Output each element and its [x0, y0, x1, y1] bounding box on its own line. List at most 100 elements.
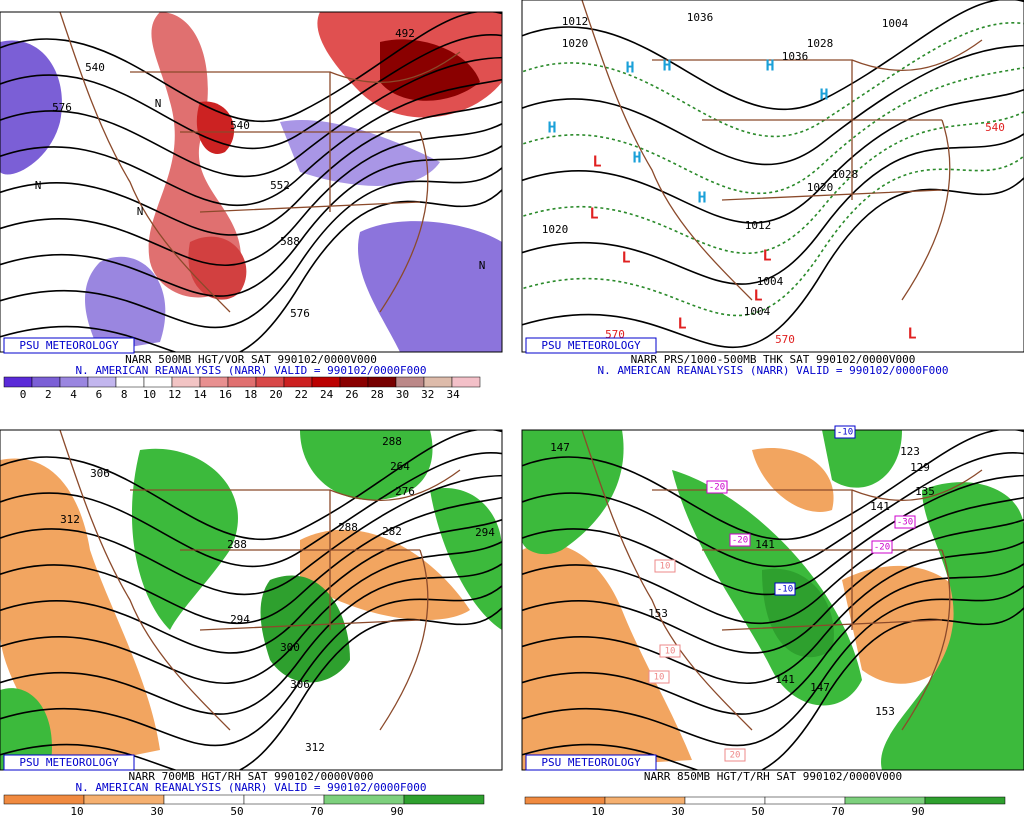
contour-label: 1020: [807, 181, 834, 194]
colorbar-swatch: [423, 376, 453, 388]
contour: [0, 474, 502, 596]
caption-subtitle: N. AMERICAN REANALYSIS (NARR) VALID = 99…: [76, 364, 427, 377]
contour-label: 306: [290, 678, 310, 691]
contour-label: H: [632, 149, 641, 167]
caption-title: NARR 700MB HGT/RH SAT 990102/0000V000: [128, 770, 373, 783]
caption-title: NARR PRS/1000-500MB THK SAT 990102/0000V…: [631, 353, 916, 366]
contour-label: 288: [227, 538, 247, 551]
contour-label: 129: [910, 461, 930, 474]
contour-label: 141: [755, 538, 775, 551]
contour: [522, 176, 1024, 348]
contour-label: -30: [897, 518, 913, 528]
colorbar-label: 10: [70, 805, 83, 818]
contour: [522, 154, 1024, 317]
caption-title: NARR 850MB HGT/T/RH SAT 990102/0000V000: [644, 770, 902, 783]
label-box: [834, 425, 856, 439]
label-box: [774, 582, 796, 596]
colorbar-label: 26: [345, 388, 358, 401]
coastline: [581, 0, 983, 301]
colorbar-label: 32: [421, 388, 434, 401]
contour-label: 540: [985, 121, 1005, 134]
contour: [522, 22, 1024, 138]
contour-label: 288: [338, 521, 358, 534]
colorbar-label: 16: [219, 388, 232, 401]
shaded-area: [0, 40, 62, 175]
contour-label: L: [762, 247, 771, 265]
contour: [522, 88, 1024, 224]
shaded-area: [881, 482, 1024, 770]
map-frame-line: [0, 11, 503, 353]
colorbar-swatch: [227, 376, 257, 388]
contour-label: -20: [874, 543, 890, 553]
contour-label: 1020: [562, 37, 589, 50]
label-box: [724, 748, 746, 762]
colorbar-swatch: [451, 376, 481, 388]
contour: [0, 452, 502, 568]
label-box: [648, 670, 670, 684]
contour-label: -20: [732, 536, 748, 546]
contour-label: 1012: [745, 219, 772, 232]
colorbar-label: 10: [591, 805, 604, 818]
colorbar-swatch: [924, 796, 1006, 805]
contour-label: 294: [230, 613, 250, 626]
colorbar-swatch: [764, 796, 846, 805]
colorbar-label: 30: [671, 805, 684, 818]
contour-label: 264: [390, 460, 410, 473]
contour-label: 588: [280, 235, 300, 248]
shaded-area: [358, 221, 502, 352]
contour: [522, 132, 1024, 285]
contour: [522, 110, 1024, 254]
colorbar-label: 34: [446, 388, 460, 401]
contour: [522, 606, 1024, 770]
contour: [0, 188, 502, 352]
contour: [0, 34, 502, 150]
shaded-area: [522, 543, 692, 770]
contour: [522, 44, 1024, 166]
colorbar-swatch: [171, 376, 201, 388]
colorbar-swatch: [395, 376, 425, 388]
fields: [0, 430, 502, 770]
shaded-area: [822, 430, 902, 488]
contour-label: 1036: [687, 11, 714, 24]
shaded-area: [280, 120, 440, 186]
contour-label: 300: [280, 641, 300, 654]
shaded-area: [85, 256, 166, 352]
label-box: [871, 540, 893, 554]
map-fields: [521, 0, 1024, 353]
shaded-area: [148, 12, 242, 298]
colorbar-swatch: [311, 376, 341, 388]
contour-label: N: [137, 205, 144, 218]
colorbar-swatch: [604, 796, 686, 805]
contour-label: 312: [305, 741, 325, 754]
contour-label: 10: [660, 562, 671, 572]
label-box: [894, 515, 916, 529]
colorbar-swatch: [3, 794, 85, 805]
colorbar-label: 50: [230, 805, 243, 818]
contour-label: L: [753, 287, 762, 305]
contour: [0, 144, 502, 297]
colorbar-label: 18: [244, 388, 257, 401]
contour-label: 1028: [807, 37, 834, 50]
contour-label: H: [662, 57, 671, 75]
contour: [0, 100, 502, 236]
contour: [0, 430, 502, 541]
caption-subtitle: N. AMERICAN REANALYSIS (NARR) VALID = 99…: [598, 364, 949, 377]
caption-subtitle: N. AMERICAN REANALYSIS (NARR) VALID = 99…: [76, 781, 427, 794]
contour-label: 135: [915, 485, 935, 498]
shaded-area: [752, 448, 834, 512]
contour-label: 312: [60, 513, 80, 526]
contour: [0, 56, 502, 178]
map-panel: 1012102010361036102810041020102810201012…: [521, 0, 1024, 377]
label-box: [654, 559, 676, 573]
colorbar-label: 2: [45, 388, 52, 401]
shaded-area: [430, 488, 502, 630]
map-frame-line: [521, 429, 1024, 771]
contour: [0, 540, 502, 684]
contour-label: -20: [709, 483, 725, 493]
colorbar-label: 10: [143, 388, 156, 401]
contour-label: N: [35, 179, 42, 192]
contour-label: 1020: [542, 223, 569, 236]
colorbar-swatch: [283, 376, 313, 388]
colorbar-swatch: [83, 794, 165, 805]
contour: [0, 122, 502, 266]
